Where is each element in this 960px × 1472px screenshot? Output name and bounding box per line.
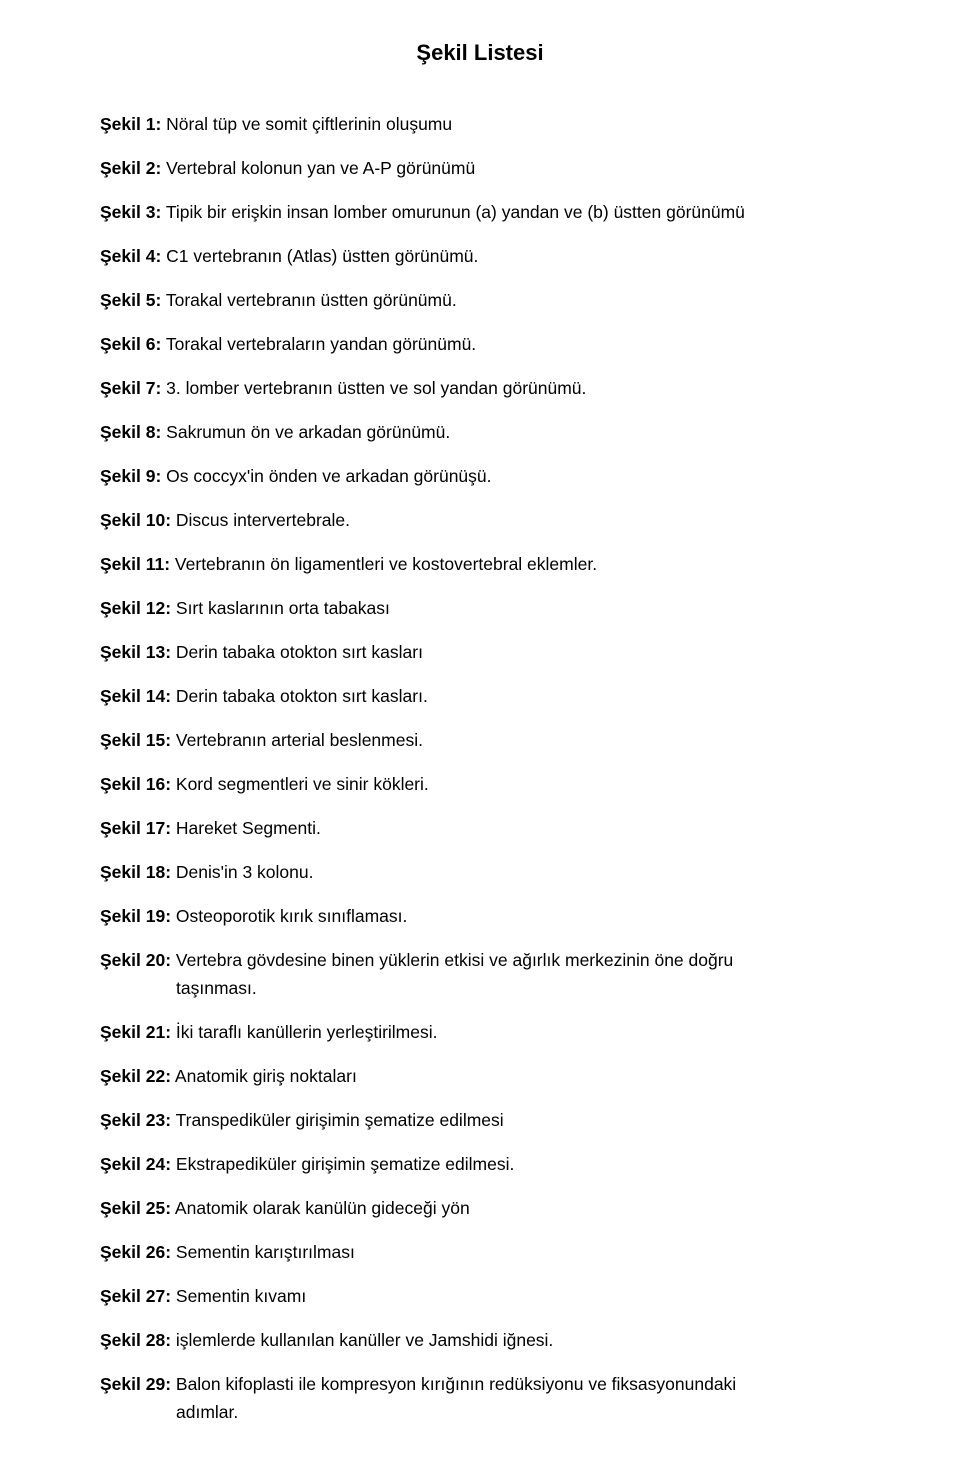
figure-label: Şekil 5: xyxy=(100,290,161,310)
figure-text: Balon kifoplasti ile kompresyon kırığını… xyxy=(171,1374,736,1394)
figure-label: Şekil 19: xyxy=(100,906,171,926)
figure-text: 3. lomber vertebranın üstten ve sol yand… xyxy=(161,378,586,398)
figure-entry: Şekil 13: Derin tabaka otokton sırt kasl… xyxy=(100,638,860,666)
figure-text: Tipik bir erişkin insan lomber omurunun … xyxy=(161,202,745,222)
figure-text-continuation: taşınması. xyxy=(100,978,257,998)
figure-text: Derin tabaka otokton sırt kasları xyxy=(171,642,423,662)
figure-text: Kord segmentleri ve sinir kökleri. xyxy=(171,774,429,794)
figure-text: Transpediküler girişimin şematize edilme… xyxy=(171,1110,504,1130)
figure-text: Anatomik giriş noktaları xyxy=(171,1066,357,1086)
figure-text: Torakal vertebranın üstten görünümü. xyxy=(161,290,456,310)
figure-label: Şekil 2: xyxy=(100,158,161,178)
figure-entry: Şekil 24: Ekstrapediküler girişimin şema… xyxy=(100,1150,860,1178)
figure-text: Sakrumun ön ve arkadan görünümü. xyxy=(161,422,450,442)
figure-label: Şekil 28: xyxy=(100,1330,171,1350)
figure-text: İki taraflı kanüllerin yerleştirilmesi. xyxy=(171,1022,437,1042)
figure-text-continuation: adımlar. xyxy=(100,1402,238,1422)
figure-entry: Şekil 12: Sırt kaslarının orta tabakası xyxy=(100,594,860,622)
figure-entry: Şekil 15: Vertebranın arterial beslenmes… xyxy=(100,726,860,754)
figure-entry: Şekil 1: Nöral tüp ve somit çiftlerinin … xyxy=(100,110,860,138)
figure-entry: Şekil 14: Derin tabaka otokton sırt kasl… xyxy=(100,682,860,710)
figure-label: Şekil 22: xyxy=(100,1066,171,1086)
figure-entry: Şekil 28: işlemlerde kullanılan kanüller… xyxy=(100,1326,860,1354)
figure-text: Osteoporotik kırık sınıflaması. xyxy=(171,906,407,926)
figure-label: Şekil 27: xyxy=(100,1286,171,1306)
figure-entry: Şekil 25: Anatomik olarak kanülün gidece… xyxy=(100,1194,860,1222)
figure-label: Şekil 23: xyxy=(100,1110,171,1130)
figure-text: işlemlerde kullanılan kanüller ve Jamshi… xyxy=(171,1330,553,1350)
figure-entry: Şekil 17: Hareket Segmenti. xyxy=(100,814,860,842)
figure-label: Şekil 24: xyxy=(100,1154,171,1174)
figure-label: Şekil 20: xyxy=(100,950,171,970)
figure-entry: Şekil 22: Anatomik giriş noktaları xyxy=(100,1062,860,1090)
figure-label: Şekil 3: xyxy=(100,202,161,222)
figure-label: Şekil 16: xyxy=(100,774,171,794)
figure-entry: Şekil 11: Vertebranın ön ligamentleri ve… xyxy=(100,550,860,578)
figure-text: Denis'in 3 kolonu. xyxy=(171,862,313,882)
figure-text: Vertebra gövdesine binen yüklerin etkisi… xyxy=(171,950,733,970)
figure-label: Şekil 21: xyxy=(100,1022,171,1042)
figure-label: Şekil 14: xyxy=(100,686,171,706)
figure-entry: Şekil 2: Vertebral kolonun yan ve A-P gö… xyxy=(100,154,860,182)
figure-label: Şekil 17: xyxy=(100,818,171,838)
figure-text: Vertebranın arterial beslenmesi. xyxy=(171,730,423,750)
figure-list: Şekil 1: Nöral tüp ve somit çiftlerinin … xyxy=(100,110,860,1442)
figure-entry: Şekil 8: Sakrumun ön ve arkadan görünümü… xyxy=(100,418,860,446)
figure-text: Vertebral kolonun yan ve A-P görünümü xyxy=(161,158,475,178)
figure-text: Hareket Segmenti. xyxy=(171,818,321,838)
figure-text: Ekstrapediküler girişimin şematize edilm… xyxy=(171,1154,514,1174)
figure-entry: Şekil 29: Balon kifoplasti ile kompresyo… xyxy=(100,1370,860,1426)
figure-entry: Şekil 5: Torakal vertebranın üstten görü… xyxy=(100,286,860,314)
figure-text: Sementin karıştırılması xyxy=(171,1242,355,1262)
figure-label: Şekil 8: xyxy=(100,422,161,442)
figure-entry: Şekil 3: Tipik bir erişkin insan lomber … xyxy=(100,198,860,226)
figure-entry: Şekil 18: Denis'in 3 kolonu. xyxy=(100,858,860,886)
figure-label: Şekil 11: xyxy=(100,554,170,574)
figure-entry: Şekil 6: Torakal vertebraların yandan gö… xyxy=(100,330,860,358)
figure-label: Şekil 29: xyxy=(100,1374,171,1394)
figure-text: Vertebranın ön ligamentleri ve kostovert… xyxy=(170,554,597,574)
figure-entry: Şekil 10: Discus intervertebrale. xyxy=(100,506,860,534)
figure-entry: Şekil 19: Osteoporotik kırık sınıflaması… xyxy=(100,902,860,930)
figure-text: Torakal vertebraların yandan görünümü. xyxy=(161,334,476,354)
figure-entry: Şekil 16: Kord segmentleri ve sinir kökl… xyxy=(100,770,860,798)
figure-text: Os coccyx'in önden ve arkadan görünüşü. xyxy=(161,466,491,486)
figure-text: C1 vertebranın (Atlas) üstten görünümü. xyxy=(161,246,478,266)
figure-entry: Şekil 7: 3. lomber vertebranın üstten ve… xyxy=(100,374,860,402)
figure-label: Şekil 1: xyxy=(100,114,161,134)
figure-label: Şekil 6: xyxy=(100,334,161,354)
figure-text: Nöral tüp ve somit çiftlerinin oluşumu xyxy=(161,114,452,134)
page-title: Şekil Listesi xyxy=(100,40,860,66)
figure-entry: Şekil 9: Os coccyx'in önden ve arkadan g… xyxy=(100,462,860,490)
figure-label: Şekil 7: xyxy=(100,378,161,398)
figure-label: Şekil 15: xyxy=(100,730,171,750)
figure-entry: Şekil 20: Vertebra gövdesine binen yükle… xyxy=(100,946,860,1002)
figure-label: Şekil 9: xyxy=(100,466,161,486)
figure-label: Şekil 13: xyxy=(100,642,171,662)
figure-label: Şekil 18: xyxy=(100,862,171,882)
figure-label: Şekil 4: xyxy=(100,246,161,266)
figure-label: Şekil 12: xyxy=(100,598,171,618)
figure-entry: Şekil 4: C1 vertebranın (Atlas) üstten g… xyxy=(100,242,860,270)
figure-text: Sırt kaslarının orta tabakası xyxy=(171,598,390,618)
figure-label: Şekil 25: xyxy=(100,1198,171,1218)
figure-entry: Şekil 21: İki taraflı kanüllerin yerleşt… xyxy=(100,1018,860,1046)
figure-entry: Şekil 26: Sementin karıştırılması xyxy=(100,1238,860,1266)
figure-text: Discus intervertebrale. xyxy=(171,510,350,530)
figure-entry: Şekil 27: Sementin kıvamı xyxy=(100,1282,860,1310)
figure-text: Sementin kıvamı xyxy=(171,1286,306,1306)
figure-entry: Şekil 23: Transpediküler girişimin şemat… xyxy=(100,1106,860,1134)
figure-label: Şekil 26: xyxy=(100,1242,171,1262)
figure-text: Derin tabaka otokton sırt kasları. xyxy=(171,686,428,706)
figure-label: Şekil 10: xyxy=(100,510,171,530)
figure-text: Anatomik olarak kanülün gideceği yön xyxy=(171,1198,470,1218)
